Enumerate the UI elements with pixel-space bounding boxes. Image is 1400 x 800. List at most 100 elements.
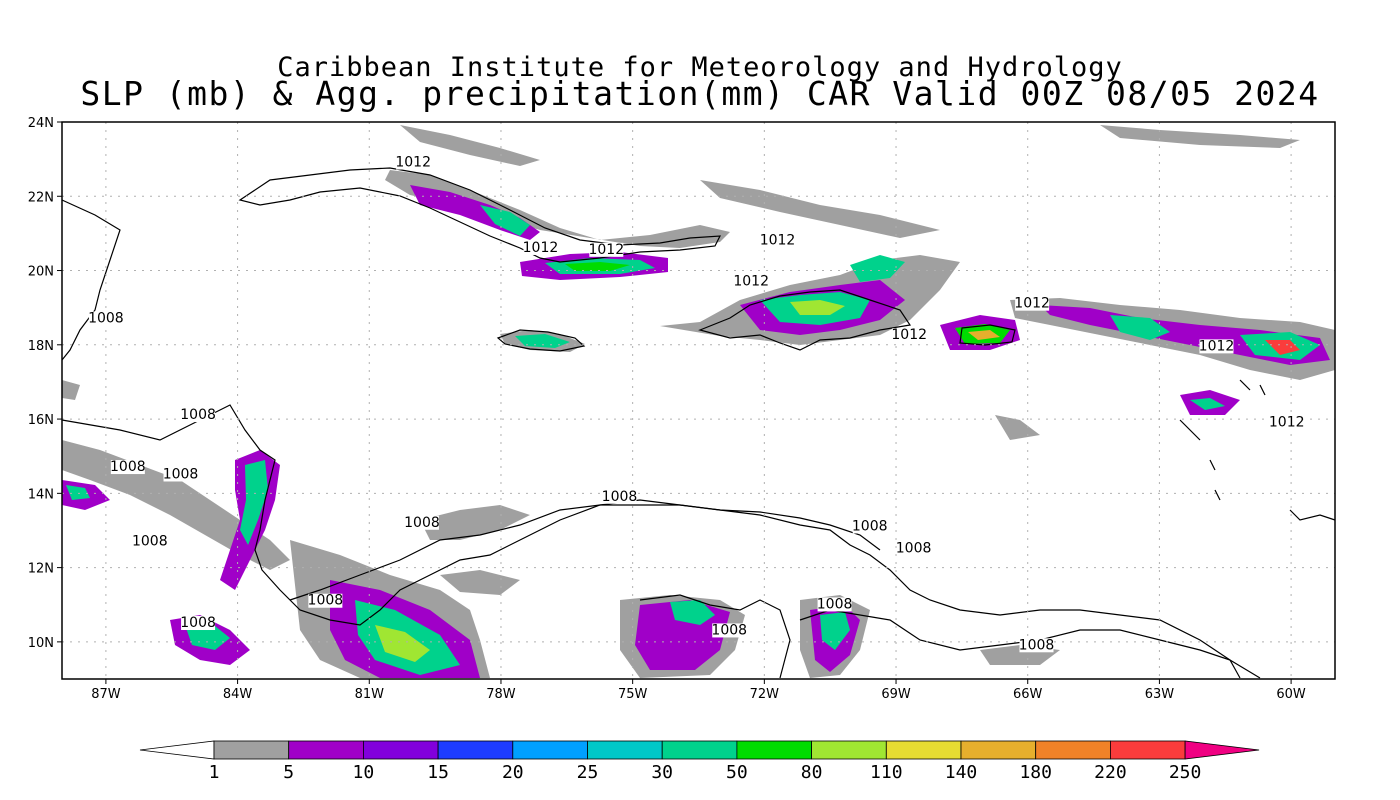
isobar-label-bg xyxy=(396,155,431,170)
isobar-label-bg xyxy=(110,460,145,475)
isobar-label: 1012 xyxy=(1269,414,1305,430)
isobar-label: 1008 xyxy=(852,518,888,534)
isobar-label: 1012 xyxy=(891,327,927,343)
precip-patch xyxy=(1110,315,1170,340)
isobar-label-bg xyxy=(734,274,769,289)
lat-tick-label: 24N xyxy=(28,116,54,131)
coastline-jamaica xyxy=(496,329,586,352)
colorbar-box xyxy=(213,740,290,760)
isobar-label: 1008 xyxy=(180,615,216,631)
lon-tick-label: 72W xyxy=(750,687,780,702)
isobar-label: 1008 xyxy=(404,515,440,531)
isobar-label-bg xyxy=(181,616,216,631)
lon-tick-label: 84W xyxy=(223,687,253,702)
colorbar-label: 50 xyxy=(726,762,748,783)
isobar-label: 1008 xyxy=(896,541,932,557)
precip-patch xyxy=(820,612,850,650)
colorbar-box xyxy=(587,740,663,760)
colorbar-box xyxy=(362,740,439,760)
colorbar-label: 1 xyxy=(209,762,220,783)
isobar-1008 xyxy=(289,504,881,601)
lon-tick-label: 63W xyxy=(1145,687,1175,702)
coastline-hispaniola xyxy=(698,289,912,351)
isobar-label: 1012 xyxy=(588,242,624,258)
isobar-label-bg xyxy=(308,593,343,608)
precip-patch xyxy=(968,330,1000,340)
precipitation-layer xyxy=(62,125,1335,678)
colorbar-box xyxy=(960,740,1037,760)
colorbar-box xyxy=(1110,740,1186,760)
isobar-label: 1008 xyxy=(110,459,146,475)
coastline-puerto-rico xyxy=(959,324,1016,346)
isobar-label: 1008 xyxy=(602,489,638,505)
isobar-label-bg xyxy=(1269,415,1304,430)
colorbar-label: 180 xyxy=(1019,762,1052,783)
colorbar-high-arrow xyxy=(1184,740,1260,760)
grid-lines xyxy=(62,121,1335,679)
map-frame xyxy=(61,121,1336,680)
isobar-label-bg xyxy=(1019,638,1054,653)
colorbar-label: 220 xyxy=(1094,762,1127,783)
isobar-label-bg xyxy=(602,489,637,504)
isobar-label-bg xyxy=(181,408,216,423)
coastline-lesser-antilles xyxy=(1179,379,1336,521)
latitude-ticks: 24N 22N 20N 18N 16N 14N 12N 10N xyxy=(28,116,62,651)
isobar-label: 1012 xyxy=(760,233,796,249)
precip-patch xyxy=(375,625,430,662)
colorbar-label: 15 xyxy=(427,762,449,783)
precip-patch xyxy=(240,460,268,545)
isobar-label: 1012 xyxy=(733,273,769,289)
isobar-label: 1012 xyxy=(395,155,431,171)
isobar-label: 1008 xyxy=(88,311,124,327)
precip-patch xyxy=(670,600,715,625)
isobar-label-bg xyxy=(1015,296,1050,311)
colorbar-labels: 1 5 10 15 20 25 30 50 80 110 140 180 220 250 xyxy=(209,762,1202,783)
precip-patch xyxy=(420,505,530,540)
isobar-label: 1008 xyxy=(308,593,344,609)
lat-tick-label: 18N xyxy=(28,339,54,354)
map-title-line1: Caribbean Institute for Meteorology and … xyxy=(277,52,1123,83)
colorbar-box xyxy=(288,740,364,760)
lon-tick-label: 60W xyxy=(1276,687,1306,702)
precip-patch xyxy=(480,205,530,236)
colorbar-label: 30 xyxy=(651,762,673,783)
precip-patch xyxy=(850,255,905,282)
colorbar-label: 140 xyxy=(945,762,978,783)
colorbar-low-arrow xyxy=(139,740,215,760)
precip-patch xyxy=(400,125,540,166)
isobar-label-bg xyxy=(132,534,167,549)
precip-patch xyxy=(565,262,630,271)
isobar-label-bg xyxy=(589,242,624,257)
colorbar-label: 25 xyxy=(577,762,599,783)
lon-tick-label: 78W xyxy=(486,687,516,702)
precip-patch xyxy=(1190,398,1225,410)
isobar-label-bg xyxy=(523,240,558,255)
colorbar-box xyxy=(811,740,887,760)
isobar-label-bg xyxy=(852,519,887,534)
precip-patch xyxy=(66,485,90,500)
precip-patch xyxy=(1100,125,1300,148)
coastline-central-america xyxy=(61,199,1261,679)
colorbar-box xyxy=(437,740,514,760)
isobar-label-bg xyxy=(404,515,439,530)
colorbar-box xyxy=(885,740,962,760)
colorbar-label: 10 xyxy=(353,762,375,783)
colorbar-label: 20 xyxy=(502,762,524,783)
precip-patch xyxy=(790,300,845,315)
isobar-label-bg xyxy=(88,311,123,326)
isobar-labels: 1012 1012 1012 1012 1012 1012 1012 1012 1012 1008… xyxy=(88,155,1304,654)
isobar-label: 1008 xyxy=(1019,637,1055,653)
lon-tick-label: 75W xyxy=(618,687,648,702)
isobar-label-bg xyxy=(163,467,198,482)
isobar-label: 1008 xyxy=(132,533,168,549)
lat-tick-label: 22N xyxy=(28,190,54,205)
colorbar-label: 5 xyxy=(283,762,294,783)
lat-tick-label: 14N xyxy=(28,487,54,502)
isobar-label: 1012 xyxy=(1199,338,1235,354)
isobar-label-bg xyxy=(892,328,927,343)
lon-tick-label: 69W xyxy=(881,687,911,702)
isobar-label: 1012 xyxy=(1014,296,1050,312)
precip-patch xyxy=(700,180,940,238)
